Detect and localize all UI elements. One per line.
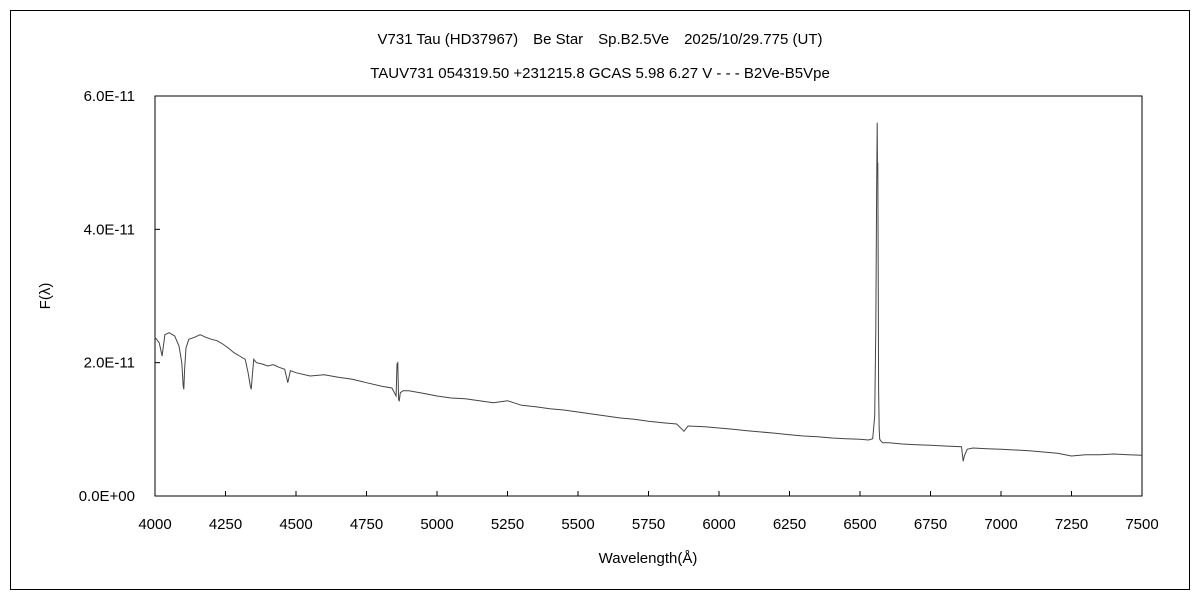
x-tick-label: 7250 [1055,516,1088,533]
x-tick-label: 4500 [279,516,312,533]
y-tick-label: 6.0E-11 [84,88,135,105]
x-tick-label: 4250 [209,516,242,533]
x-tick-label: 4750 [350,516,383,533]
x-tick-label: 7000 [984,516,1017,533]
x-tick-label: 6250 [773,516,806,533]
y-tick-label: 4.0E-11 [84,221,135,238]
x-tick-label: 7500 [1125,516,1158,533]
spectrum-line [154,122,1143,462]
x-axis-label: Wavelength(Å) [599,550,698,567]
y-axis-label: F(λ) [37,283,54,310]
chart-subtitle: TAUV731 054319.50 +231215.8 GCAS 5.98 6.… [370,65,830,82]
x-tick-label: 5750 [632,516,665,533]
x-tick-label: 6000 [702,516,735,533]
y-tick-label: 2.0E-11 [84,355,135,372]
outer-border [10,10,1190,590]
x-tick-label: 5250 [491,516,524,533]
x-axis: 4000 4250 4500 4750 5000 5250 5500 5750 6000 6250… [138,491,1159,533]
x-tick-label: 4000 [138,516,171,533]
x-tick-label: 5000 [420,516,453,533]
x-tick-label: 6500 [843,516,876,533]
y-axis: 0.0E+00 2.0E-11 4.0E-11 6.0E-11 [79,88,160,505]
y-tick-label: 0.0E+00 [79,488,135,505]
x-tick-label: 6750 [914,516,947,533]
x-tick-label: 5500 [561,516,594,533]
chart-title: V731 Tau (HD37967) Be Star Sp.B2.5Ve 202… [378,31,823,48]
